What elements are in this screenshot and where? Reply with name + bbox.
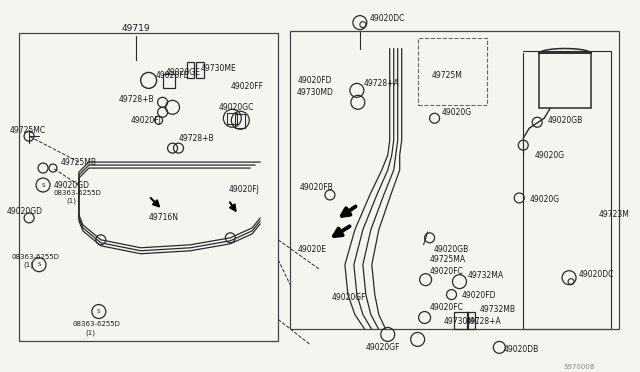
Text: 49719: 49719: [122, 24, 150, 33]
Text: 49020GF: 49020GF: [366, 343, 401, 352]
Text: 49020FC: 49020FC: [429, 303, 463, 312]
Text: 49020FJ: 49020FJ: [131, 116, 161, 125]
Text: 49020DC: 49020DC: [579, 270, 614, 279]
Text: 08363-6255D: 08363-6255D: [73, 321, 121, 327]
Text: 49732MB: 49732MB: [479, 305, 515, 314]
Text: 49725M: 49725M: [431, 71, 463, 80]
Bar: [19, 33, 278, 341]
Text: 49020GF: 49020GF: [332, 293, 367, 302]
Text: S: S: [42, 183, 45, 187]
Text: 49725MC: 49725MC: [9, 126, 45, 135]
Text: 49020FC: 49020FC: [429, 267, 463, 276]
Text: S970008: S970008: [564, 364, 595, 370]
Text: 49020FF: 49020FF: [230, 82, 263, 91]
Text: 49728+B: 49728+B: [179, 134, 214, 143]
Text: 49020G: 49020G: [529, 195, 559, 205]
Text: S: S: [37, 262, 41, 267]
Text: 49020DB: 49020DB: [503, 345, 539, 354]
Text: 49020FJ: 49020FJ: [228, 186, 259, 195]
Text: 49020FB: 49020FB: [300, 183, 334, 192]
Text: 49716N: 49716N: [148, 214, 179, 222]
Text: 49728+A: 49728+A: [465, 317, 501, 326]
Text: (1): (1): [85, 329, 95, 336]
Text: 49020G: 49020G: [534, 151, 564, 160]
Text: 49020GB: 49020GB: [547, 116, 582, 125]
Text: S: S: [97, 309, 100, 314]
Text: 49020FE: 49020FE: [156, 71, 189, 80]
Text: 49723M: 49723M: [599, 211, 630, 219]
Text: 49730MD: 49730MD: [297, 88, 334, 97]
Bar: [163, 74, 175, 89]
Text: 49020GC: 49020GC: [218, 103, 253, 112]
Bar: [196, 62, 204, 78]
Bar: [539, 54, 591, 108]
Text: (1): (1): [66, 198, 76, 204]
Text: (1): (1): [23, 262, 33, 268]
Text: 49725MB: 49725MB: [61, 158, 97, 167]
Bar: [454, 311, 468, 330]
Text: 49725MA: 49725MA: [429, 255, 466, 264]
Text: 49020GE: 49020GE: [166, 68, 200, 77]
Text: 49020GD: 49020GD: [54, 180, 90, 189]
Text: 49020GB: 49020GB: [433, 245, 469, 254]
Text: 49020DC: 49020DC: [370, 14, 405, 23]
Bar: [227, 113, 237, 124]
Bar: [418, 38, 488, 105]
Bar: [186, 62, 195, 78]
Text: 49020G: 49020G: [442, 108, 472, 117]
Bar: [467, 311, 476, 330]
Text: 49020FD: 49020FD: [461, 291, 496, 300]
Text: 49728+A: 49728+A: [364, 79, 399, 88]
Text: 49730ME: 49730ME: [200, 64, 236, 73]
Bar: [290, 31, 619, 330]
Text: 08363-6255D: 08363-6255D: [54, 190, 102, 196]
Text: 49730MC: 49730MC: [444, 317, 480, 326]
Text: 49728+B: 49728+B: [119, 95, 154, 104]
Text: 49020GD: 49020GD: [6, 208, 42, 217]
Text: 49020E: 49020E: [298, 245, 327, 254]
Text: 49732MA: 49732MA: [467, 271, 504, 280]
Text: 49020FD: 49020FD: [298, 76, 333, 85]
Bar: [236, 114, 245, 128]
Text: 08363-6255D: 08363-6255D: [11, 254, 59, 260]
